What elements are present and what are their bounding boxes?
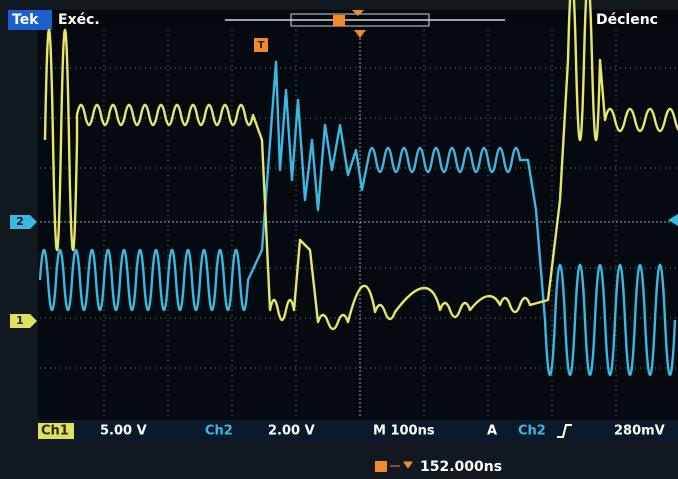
trigger-marker-box <box>254 38 268 52</box>
ch2-label: Ch2 <box>205 424 233 439</box>
footer-trigger-icon <box>375 461 387 472</box>
trigger-slope-icon <box>557 424 572 438</box>
footer-arrow <box>390 461 413 469</box>
trigger-arrow <box>354 30 366 38</box>
ch1-scale: 5.00 V <box>100 424 147 439</box>
acq-mode: A <box>487 424 497 439</box>
trigger-marker: T <box>258 40 265 51</box>
brand: Tek <box>12 12 39 28</box>
ch1-marker-box <box>10 314 37 328</box>
ch2-scale: 2.00 V <box>268 424 315 439</box>
ch2-marker-box <box>10 215 37 229</box>
ch1-trace <box>43 0 678 331</box>
ch1-label-box <box>38 423 74 439</box>
ch1-label: Ch1 <box>41 424 69 439</box>
trigger-level-arrow <box>668 214 678 226</box>
ch2-trace <box>38 60 677 376</box>
trigger-pointer <box>352 10 364 16</box>
trigger-menu: Déclenc <box>596 12 658 28</box>
trigger-source: Ch2 <box>518 424 546 439</box>
trigger-level: 280mV <box>614 424 665 439</box>
ch2-marker: 2 <box>16 215 24 228</box>
trigger-position: 152.000ns <box>420 459 502 475</box>
display <box>38 10 678 420</box>
run-mode: Exéc. <box>58 12 100 28</box>
trigger-pos-icon <box>333 15 345 26</box>
brand-box <box>8 10 52 30</box>
timebase: M 100ns <box>373 424 435 439</box>
status-bar <box>38 420 678 442</box>
ch1-marker: 1 <box>16 314 24 327</box>
